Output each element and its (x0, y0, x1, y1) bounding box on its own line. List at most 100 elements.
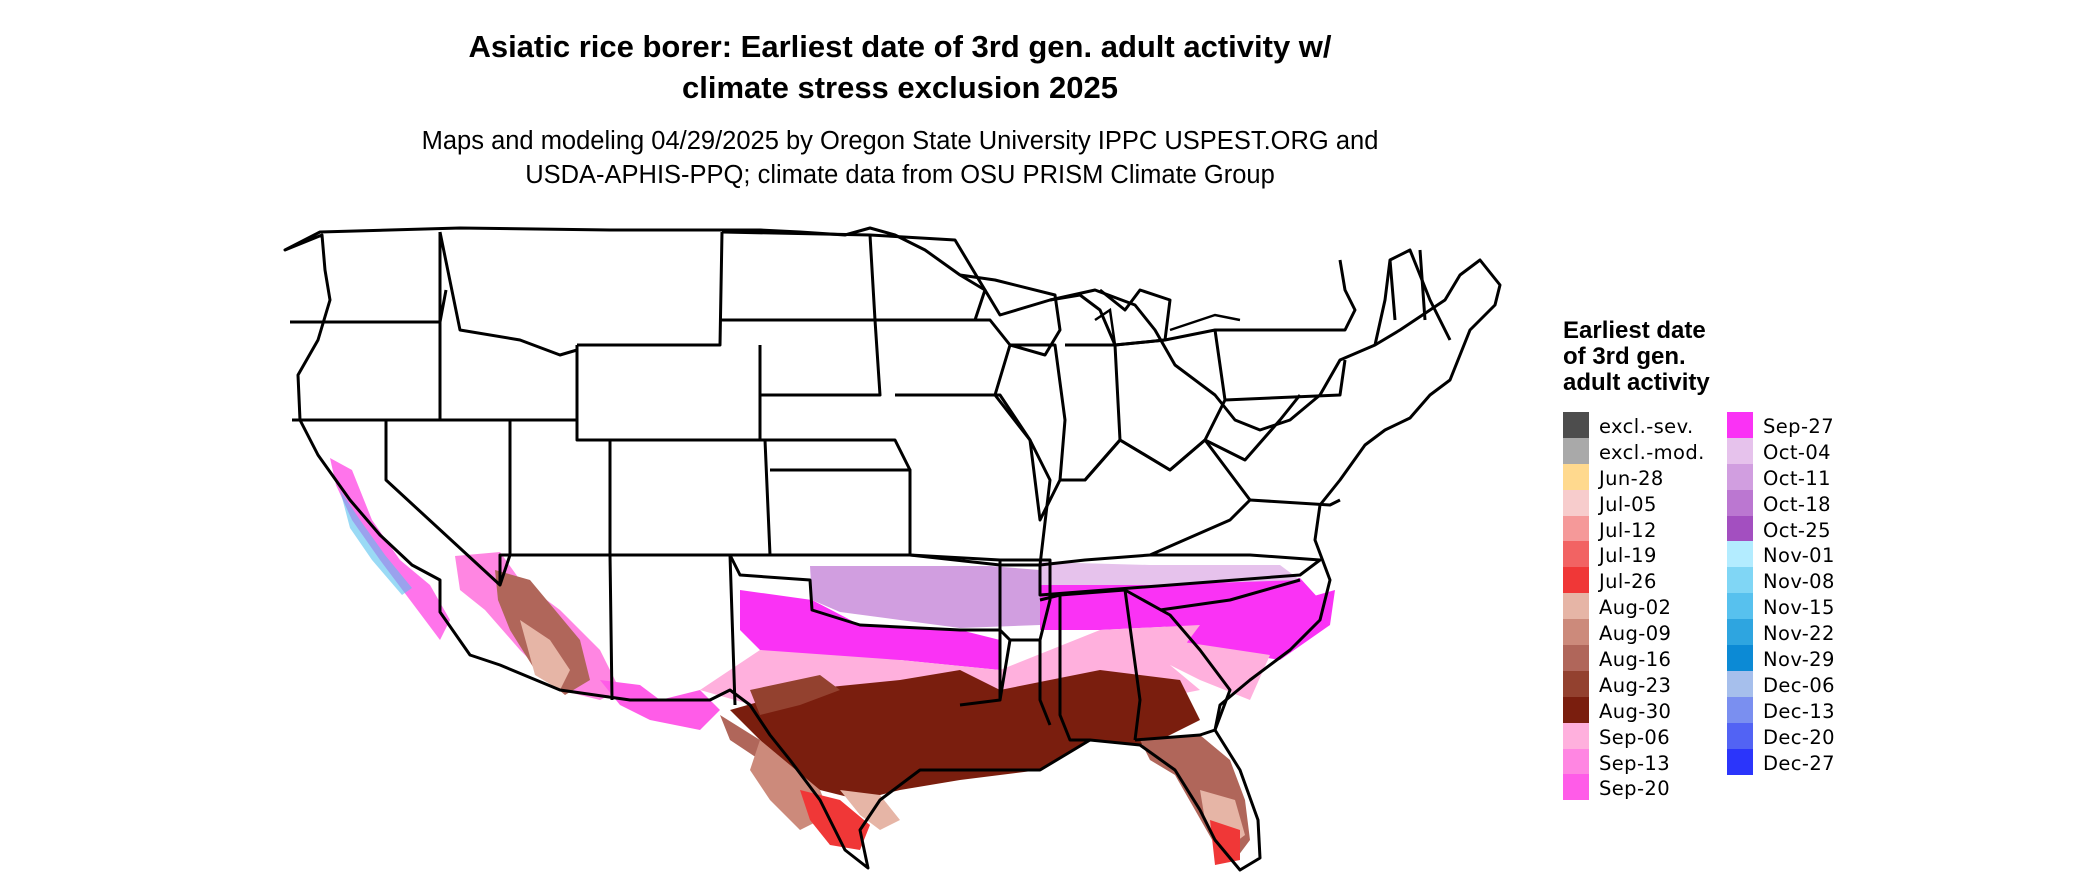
border-co (610, 438, 772, 557)
border-al-ga (1059, 588, 1142, 741)
border-sd-ne (722, 318, 882, 397)
border-pa-ny (1215, 259, 1357, 332)
legend-label: Aug-16 (1599, 648, 1672, 672)
border-il (993, 343, 1067, 522)
activity-fill-layer (330, 458, 1335, 865)
legend-label: Nov-15 (1763, 596, 1835, 620)
legend-swatch (1727, 515, 1753, 542)
legend-label: Jun-28 (1599, 466, 1664, 490)
legend-swatch (1563, 412, 1589, 438)
border-ks-ok (770, 468, 912, 557)
border-mi (1049, 288, 1172, 347)
legend-label: Jul-12 (1599, 518, 1657, 542)
legend-title: Earliest date of 3rd gen. adult activity (1563, 318, 1710, 396)
legend-swatch (1563, 774, 1589, 801)
legend-swatch (1727, 593, 1753, 620)
legend-swatch (1727, 412, 1753, 438)
legend-label: Nov-08 (1763, 570, 1835, 594)
legend-label: Aug-30 (1599, 699, 1672, 723)
border-mt-id (438, 231, 578, 357)
legend-swatch (1563, 593, 1589, 620)
border-vt-nh (1388, 249, 1427, 321)
border-wa-or (290, 289, 448, 324)
legend-swatch (1727, 748, 1753, 775)
lake-erie (1169, 313, 1241, 332)
legend-label: Sep-20 (1599, 777, 1671, 801)
legend-label: Jul-19 (1599, 544, 1657, 568)
legend-swatch (1563, 645, 1589, 672)
legend-swatch (1727, 670, 1753, 697)
legend-label: Dec-13 (1763, 699, 1835, 723)
legend-label: Sep-27 (1763, 415, 1835, 438)
border-oh (1114, 328, 1227, 472)
map-subtitle-line-1: Maps and modeling 04/29/2025 by Oregon S… (421, 127, 1379, 155)
legend-swatch (1563, 619, 1589, 646)
legend-label: Sep-13 (1599, 751, 1671, 775)
border-ms-al (1039, 593, 1090, 742)
map-subtitle: Maps and modeling 04/29/2025 by Oregon S… (200, 124, 1600, 192)
legend-swatch (1727, 437, 1753, 464)
legend-label: Dec-06 (1763, 673, 1835, 697)
legend-swatch (1563, 748, 1589, 775)
region-stx-jul (800, 790, 870, 850)
region-fl-jul (1210, 820, 1240, 865)
legend-swatch (1563, 567, 1589, 594)
legend-label: Oct-04 (1763, 440, 1831, 464)
border-mo (895, 393, 1052, 567)
legend-label: Oct-11 (1763, 466, 1831, 490)
legend-swatch (1727, 463, 1753, 490)
region-gulf-aug23 (750, 675, 840, 715)
legend-swatch (1727, 722, 1753, 749)
legend-swatch (1563, 670, 1589, 697)
border-mt-south (577, 231, 724, 347)
border-nd-sd (720, 230, 877, 322)
legend-swatch (1727, 567, 1753, 594)
border-ky (1039, 438, 1252, 567)
border-la-ms (998, 638, 1052, 726)
legend-label: Jul-05 (1599, 492, 1657, 516)
legend-label: Dec-27 (1763, 751, 1835, 775)
border-wy (575, 345, 762, 442)
map-subtitle-line-2: USDA-APHIS-PPQ; climate data from OSU PR… (525, 161, 1275, 189)
legend-swatch (1727, 696, 1753, 723)
border-ne-ks (758, 395, 912, 471)
legend-swatch (1563, 515, 1589, 542)
legend-label: Aug-23 (1599, 673, 1672, 697)
map-title-line-2: climate stress exclusion 2025 (682, 70, 1118, 105)
legend-label: Aug-02 (1599, 596, 1672, 620)
border-wi (959, 273, 1062, 357)
legend-swatch (1727, 489, 1753, 516)
border-az (498, 553, 614, 701)
legend-swatch (1563, 541, 1589, 568)
border-wv-va (1204, 394, 1302, 462)
legend-swatch (1563, 489, 1589, 516)
legend-label: Nov-22 (1763, 622, 1835, 646)
legend-swatch (1563, 696, 1589, 723)
legend-swatch (1563, 722, 1589, 749)
border-va-nc (1249, 498, 1341, 507)
region-stx-aug (840, 790, 900, 830)
region-ok-sep (740, 590, 1000, 670)
legend-swatch (1563, 463, 1589, 490)
border-ar (998, 558, 1052, 642)
legend-label: Aug-09 (1599, 622, 1672, 646)
lake-michigan (1094, 307, 1117, 346)
region-nc-sep (1160, 590, 1335, 660)
region-arizona-aug (495, 570, 590, 695)
legend-swatch (1727, 541, 1753, 568)
region-ok-oct (810, 566, 1040, 628)
legend-label: excl.-mod. (1599, 440, 1705, 464)
border-ok (728, 553, 1002, 632)
legend-swatch (1727, 645, 1753, 672)
region-arizona-aug2 (520, 620, 570, 690)
state-boundaries (283, 226, 1502, 872)
legend-label: Jul-26 (1599, 570, 1657, 594)
region-gulf-aug30 (730, 670, 1200, 800)
border-new-england (1373, 248, 1452, 346)
legend-title-line-1: Earliest date (1563, 317, 1706, 344)
border-tn (1038, 553, 1322, 597)
border-in (1060, 343, 1122, 482)
legend-label: Nov-01 (1763, 544, 1835, 568)
region-california-blue (340, 490, 412, 595)
